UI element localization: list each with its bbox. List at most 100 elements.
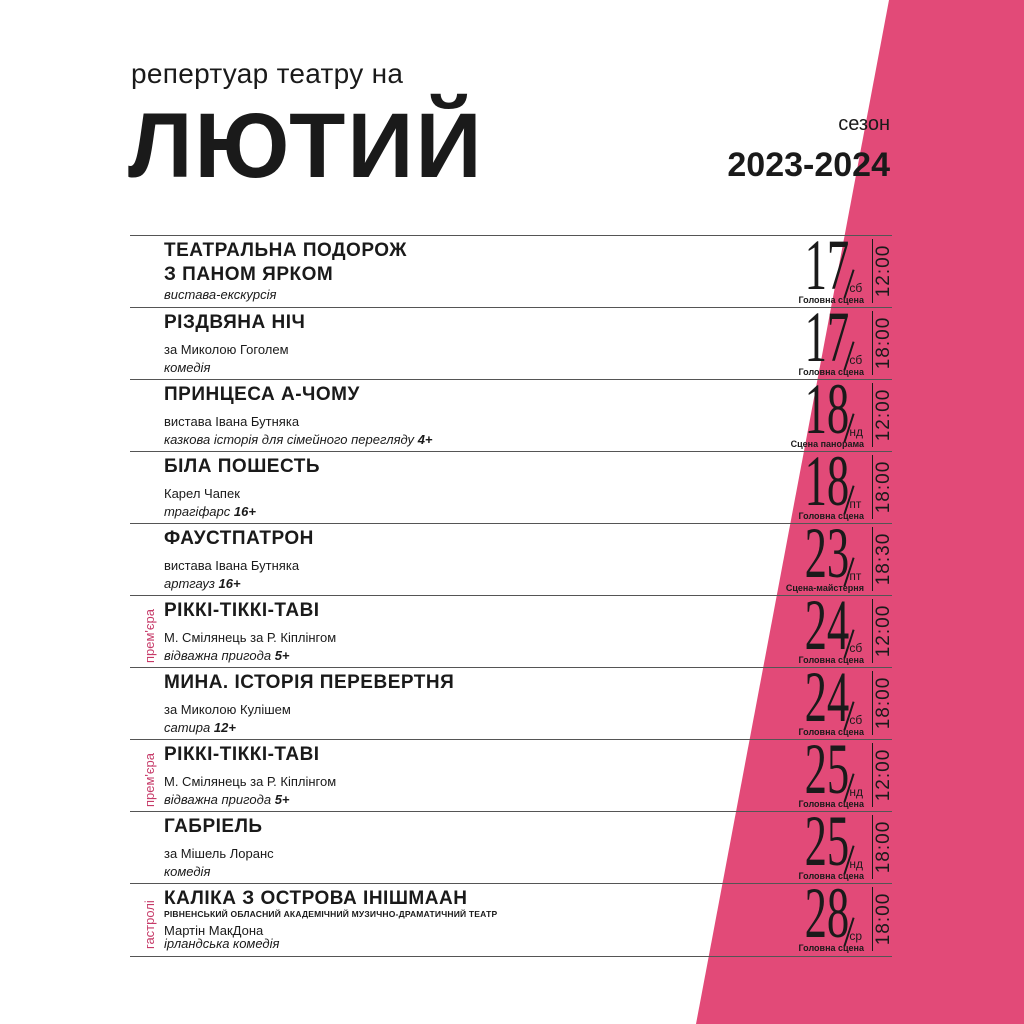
show-time: 18:00 [873,811,894,883]
show-stage: Головна сцена [798,871,864,881]
show-day: 18 [804,441,850,521]
show-title: ФАУСТПАТРОН [164,528,314,549]
show-time: 12:00 [873,739,894,811]
show-time-text: 18:00 [873,460,894,514]
show-weekday: /пт [846,569,862,583]
table-row: прем'єра РІККІ-ТІККІ-ТАВІ М. Смілянець з… [130,733,894,811]
show-author: вистава Івана Бутняка [164,414,300,429]
time-divider [872,671,873,735]
show-weekday: /сб [846,713,863,727]
time-divider [872,815,873,879]
show-weekday: /пт [846,497,862,511]
table-row: ГАБРІЕЛЬ за Мішель Лоранс комедія 25 /нд… [130,805,894,883]
table-row: ФАУСТПАТРОН вистава Івана Бутняка артгау… [130,517,894,595]
show-stage: Головна сцена [798,727,864,737]
show-author: вистава Івана Бутняка [164,558,300,573]
show-title: РІККІ-ТІККІ-ТАВІ [164,744,320,765]
row-divider [130,235,892,236]
show-time: 12:00 [873,595,894,667]
show-time-text: 18:00 [873,820,894,874]
time-divider [872,311,873,375]
age-rating: 5+ [274,792,290,807]
show-genre: трагіфарс 16+ [164,504,256,519]
genre-text: трагіфарс [164,504,231,519]
show-title: РІЗДВЯНА НІЧ [164,312,306,333]
show-title-line2: З ПАНОМ ЯРКОМ [164,264,334,285]
premiere-tag: прем'єра [142,608,157,663]
show-day: 17 [804,225,850,305]
age-rating: 16+ [218,576,241,591]
show-time-text: 12:00 [873,388,894,442]
show-time-text: 18:00 [873,676,894,730]
time-divider [872,599,873,663]
genre-text: відважна пригода [164,792,272,807]
time-divider [872,455,873,519]
time-divider [872,743,873,807]
show-weekday: /нд [846,857,863,871]
genre-text: сатира [164,720,211,735]
table-row: МИНА. ІСТОРІЯ ПЕРЕВЕРТНЯ за Миколою Кулі… [130,661,894,739]
month-title: ЛЮТИЙ [128,95,484,197]
show-time: 18:30 [873,523,894,595]
show-author: Карел Чапек [164,486,240,501]
show-weekday: /ср [846,929,863,943]
show-stage: Головна сцена [798,367,864,377]
table-row: гастролі КАЛІКА З ОСТРОВА ІНІШМААН РІВНЕ… [130,877,894,955]
show-day: 28 [804,873,850,953]
show-genre: відважна пригода 5+ [164,648,290,663]
show-author: М. Смілянець за Р. Кіплінгом [164,630,337,645]
show-time-text: 18:00 [873,892,894,946]
show-author: за Мішель Лоранс [164,846,274,861]
genre-text: казкова історія для сімейного перегляду [164,432,415,447]
row-divider [130,667,892,668]
age-rating: 12+ [213,720,236,735]
show-weekday: /сб [846,353,863,367]
show-time-text: 12:00 [873,748,894,802]
table-row: ТЕАТРАЛЬНА ПОДОРОЖ З ПАНОМ ЯРКОМ вистава… [130,229,894,307]
table-row: БІЛА ПОШЕСТЬ Карел Чапек трагіфарс 16+ 1… [130,445,894,523]
row-divider [130,811,892,812]
show-stage: Головна сцена [798,295,864,305]
show-time-text: 18:00 [873,316,894,370]
show-weekday: /нд [846,785,863,799]
show-time-text: 18:30 [873,532,894,586]
show-genre: відважна пригода 5+ [164,792,290,807]
row-divider [130,523,892,524]
row-divider [130,739,892,740]
genre-text: артгауз [164,576,215,591]
show-day: 24 [804,585,850,665]
row-divider [130,379,892,380]
show-time: 18:00 [873,451,894,523]
show-stage: Головна сцена [798,511,864,521]
age-rating: 5+ [274,648,290,663]
show-time: 18:00 [873,883,894,955]
show-stage: Головна сцена [798,943,864,953]
season-label: сезон [838,113,890,135]
row-divider [130,883,892,884]
show-genre: комедія [164,360,210,375]
genre-text: комедія [164,864,211,879]
show-day: 24 [804,657,850,737]
show-time-text: 12:00 [873,244,894,298]
table-row: прем'єра РІККІ-ТІККІ-ТАВІ М. Смілянець з… [130,589,894,667]
show-title: ТЕАТРАЛЬНА ПОДОРОЖ [164,240,407,261]
show-weekday: /сб [846,641,863,655]
show-title: ГАБРІЕЛЬ [164,816,263,837]
table-bottom-line [130,956,892,957]
show-day: 18 [804,369,850,449]
show-genre: комедія [164,864,210,879]
table-row: ПРИНЦЕСА А-ЧОМУ вистава Івана Бутняка ка… [130,373,894,451]
show-time: 18:00 [873,667,894,739]
show-day: 17 [804,297,850,377]
show-subtitle: вистава-екскурсія [164,287,277,302]
tour-tag: гастролі [142,900,157,949]
premiere-tag: прем'єра [142,752,157,807]
season-years: 2023-2024 [727,146,890,184]
show-author: за Миколою Гоголем [164,342,289,357]
row-divider [130,595,892,596]
age-rating: 16+ [233,504,256,519]
table-row: РІЗДВЯНА НІЧ за Миколою Гоголем комедія … [130,301,894,379]
theatre-company: РІВНЕНСЬКИЙ ОБЛАСНИЙ АКАДЕМІЧНИЙ МУЗИЧНО… [164,909,498,919]
intro-text: репертуар театру на [131,58,404,89]
